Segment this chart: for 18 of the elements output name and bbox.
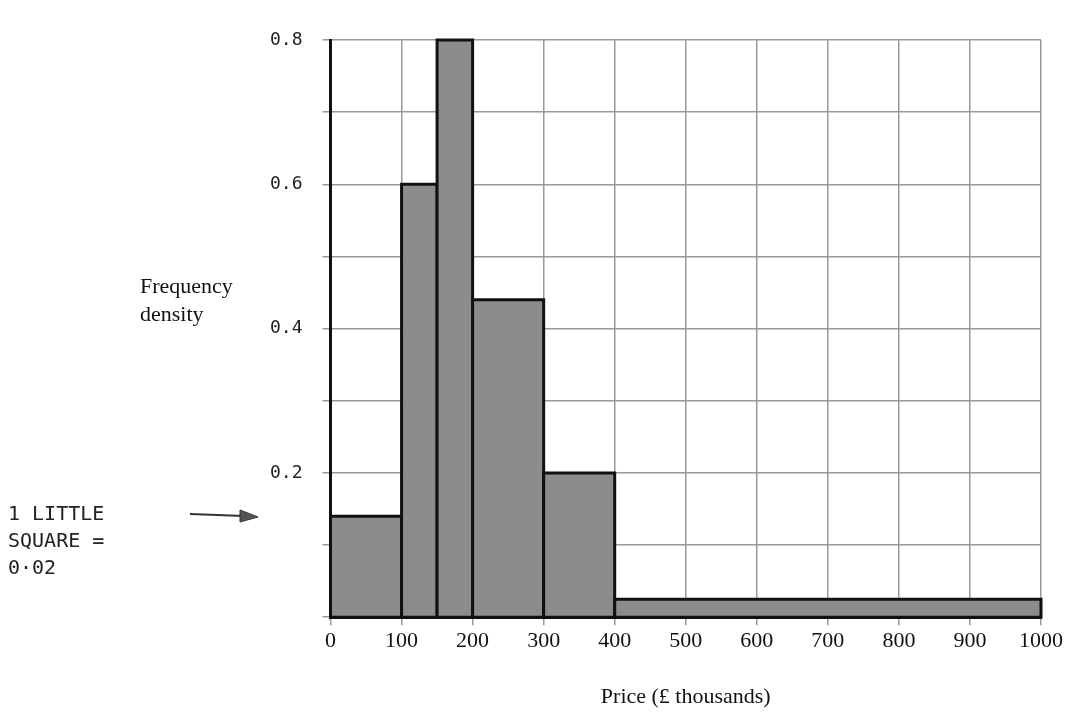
x-tick-label: 300 bbox=[527, 627, 561, 653]
x-tick-label: 400 bbox=[598, 627, 632, 653]
y-tick-label: 0.8 bbox=[270, 27, 303, 49]
x-tick-label: 1000 bbox=[1019, 627, 1063, 653]
y-tick-label: 0.6 bbox=[270, 171, 303, 193]
x-tick-label: 800 bbox=[882, 627, 916, 653]
y-tick-label: 0.2 bbox=[270, 460, 303, 482]
x-tick-label: 100 bbox=[385, 627, 419, 653]
x-tick-label: 500 bbox=[669, 627, 703, 653]
x-tick-label: 200 bbox=[456, 627, 490, 653]
x-tick-label: 600 bbox=[740, 627, 774, 653]
y-axis-title: Frequency density bbox=[140, 272, 234, 328]
x-axis-title: Price (£ thousands) bbox=[600, 682, 771, 708]
x-tick-label: 0 bbox=[325, 627, 337, 653]
text: 1 LITTLE SQUARE = 0·02 bbox=[8, 500, 106, 581]
x-tick-label: 900 bbox=[953, 627, 987, 653]
x-tick-label: 700 bbox=[811, 627, 845, 653]
y-tick-label: 0.4 bbox=[270, 316, 303, 338]
